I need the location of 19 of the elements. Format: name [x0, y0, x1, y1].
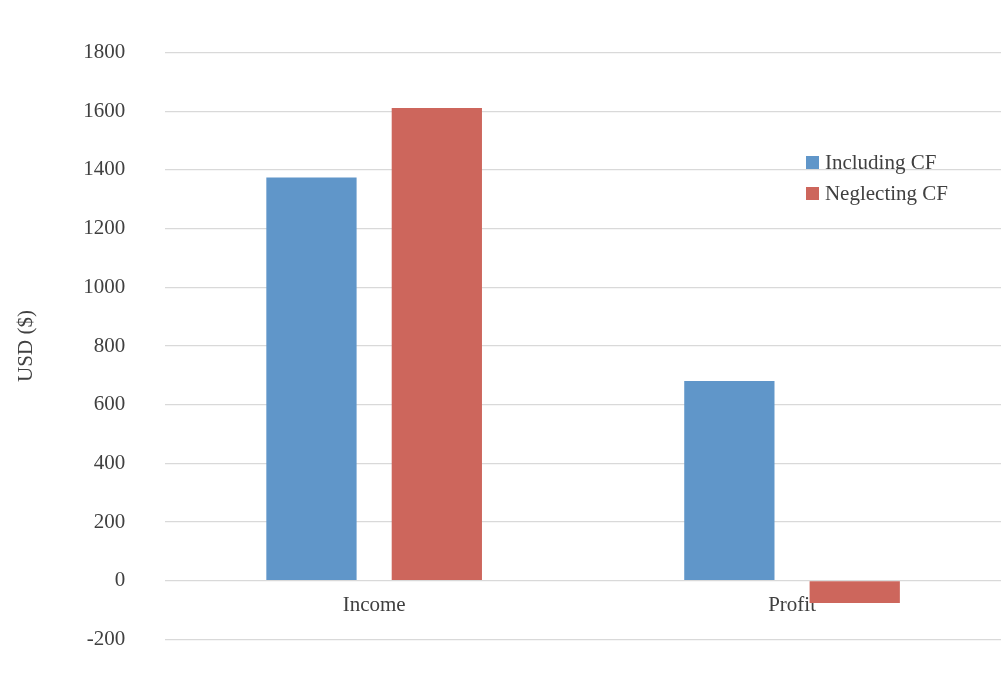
- y-tick-label: 1400: [83, 156, 126, 181]
- legend-label: Neglecting CF: [824, 181, 948, 206]
- y-tick-label: -200: [86, 625, 126, 650]
- y-tick-label: 200: [93, 508, 126, 533]
- y-tick-label: 1200: [83, 215, 126, 240]
- bar: [684, 380, 775, 581]
- y-tick-label: 600: [93, 391, 126, 416]
- legend-label: Including CF: [824, 150, 937, 175]
- y-tick-label: 400: [93, 449, 126, 474]
- y-tick-label: 800: [93, 332, 126, 357]
- x-tick-label: Income: [342, 591, 406, 616]
- x-tick-label: Profit: [768, 591, 817, 616]
- y-tick-label: 1800: [83, 39, 126, 64]
- bar: [266, 177, 357, 581]
- bar: [391, 108, 482, 581]
- y-axis-title: USD ($): [13, 310, 38, 382]
- y-tick-label: 1600: [83, 97, 126, 122]
- y-tick-label: 0: [114, 567, 126, 592]
- y-tick-label: 1000: [83, 273, 126, 298]
